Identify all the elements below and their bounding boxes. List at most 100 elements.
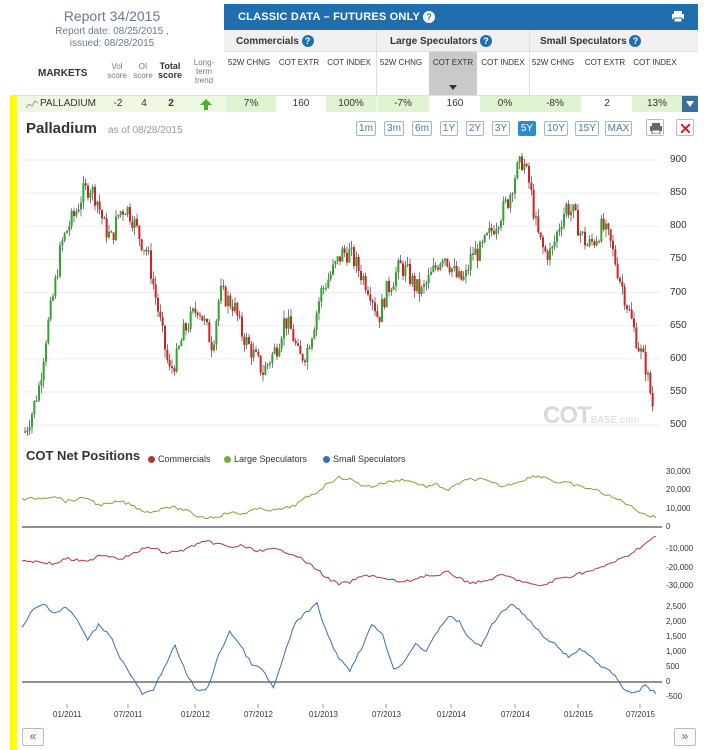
collapse-button[interactable] [682, 96, 698, 112]
candle-body [292, 329, 295, 342]
candle-body [551, 246, 554, 249]
print-icon[interactable] [672, 11, 684, 22]
candle-body [549, 248, 551, 260]
candle-body [266, 364, 269, 366]
candle-body [157, 297, 159, 312]
range-max-button[interactable]: MAX [605, 121, 632, 136]
help-icon[interactable]: ? [480, 35, 493, 47]
candle-body [264, 365, 267, 375]
candle-body [103, 218, 106, 220]
candle-body [327, 279, 330, 288]
candle-body [633, 318, 635, 328]
legend-label: Large Speculators [234, 454, 308, 464]
candle-body [521, 156, 523, 171]
candle-body [474, 248, 477, 255]
candle-body [558, 229, 561, 232]
cot-axis-label: -500 [666, 692, 683, 701]
candle-body [546, 251, 549, 260]
range-2y-button[interactable]: 2Y [466, 121, 484, 136]
range-3m-button[interactable]: 3m [384, 121, 404, 136]
range-1m-button[interactable]: 1m [356, 121, 376, 136]
selection-marker [10, 95, 17, 750]
price-axis-label: 900 [670, 154, 687, 165]
print-chart-button[interactable] [646, 119, 664, 136]
candle-body [70, 210, 73, 227]
candle-body [406, 263, 409, 266]
col-52w-chng[interactable]: 52W CHNG [227, 58, 271, 67]
candle-body [136, 218, 138, 226]
candle-body [357, 256, 360, 272]
total-score: 2 [168, 98, 174, 109]
candle-body [217, 300, 220, 321]
candle-body [420, 287, 423, 294]
help-icon[interactable]: ? [301, 35, 314, 47]
range-10y-button[interactable]: 10Y [544, 121, 568, 136]
candle-body [628, 309, 631, 311]
help-icon[interactable]: ? [423, 11, 436, 23]
group-small-speculators: Small Speculators ? [540, 35, 642, 47]
candle-body [518, 156, 521, 163]
candle-body [173, 368, 176, 372]
candle-body [322, 287, 325, 289]
candle-body [584, 231, 586, 246]
candle-body [509, 194, 512, 208]
candle-body [54, 277, 57, 297]
close-chart-button[interactable] [676, 119, 694, 136]
prev-page-button[interactable]: « [22, 728, 44, 746]
candle-body [117, 214, 120, 217]
col-cot-index[interactable]: COT INDEX [327, 58, 371, 67]
range-6m-button[interactable]: 6m [412, 121, 432, 136]
col-52w-chng[interactable]: 52W CHNG [531, 58, 575, 67]
candle-body [73, 210, 75, 216]
col-cot-extr[interactable]: COT EXTR [584, 58, 626, 67]
legend-dot [148, 456, 155, 464]
candle-body [119, 211, 122, 215]
range-1y-button[interactable]: 1Y [440, 121, 458, 136]
table-row[interactable]: PALLADIUM -2 4 2 7% 160 100% -7% 160 0% … [10, 95, 698, 112]
candle-body [313, 329, 316, 339]
col-cot-extr[interactable]: COT EXTR [278, 58, 320, 67]
cot-axis-label: 2,000 [666, 617, 687, 626]
candle-body [600, 218, 603, 242]
candle-body [647, 372, 649, 375]
range-5y-button[interactable]: 5Y [518, 121, 536, 136]
candle-body [59, 245, 61, 277]
range-15y-button[interactable]: 15Y [575, 121, 599, 136]
legend-small-speculators[interactable]: Small Speculators [323, 454, 406, 464]
candle-body [612, 240, 614, 250]
range-3y-button[interactable]: 3Y [492, 121, 510, 136]
candle-body [460, 271, 463, 280]
market-name[interactable]: PALLADIUM [40, 98, 96, 109]
next-page-button[interactable]: » [674, 728, 696, 746]
x-axis-label: 01/2015 [564, 710, 593, 719]
x-axis-label: 07/2015 [626, 710, 655, 719]
help-icon[interactable]: ? [629, 35, 642, 47]
candle-body [637, 347, 640, 352]
small-cot-extr: 2 [582, 96, 632, 112]
candle-body [399, 260, 402, 264]
candle-body [570, 211, 572, 216]
col-52w-chng[interactable]: 52W CHNG [379, 58, 423, 67]
price-axis-label: 850 [670, 187, 687, 199]
candle-body [577, 210, 579, 236]
price-axis-label: 700 [670, 286, 687, 298]
candle-body [208, 322, 211, 343]
col-cot-index[interactable]: COT INDEX [481, 58, 525, 67]
print-icon [650, 123, 662, 134]
candle-body [453, 265, 456, 269]
legend-commercials[interactable]: Commercials [148, 454, 211, 464]
col-cot-extr[interactable]: COT EXTR [432, 58, 474, 67]
candle-body [341, 248, 344, 262]
candle-body [495, 229, 498, 235]
candle-body [147, 250, 150, 252]
legend-large-speculators[interactable]: Large Speculators [224, 454, 307, 464]
candle-body [579, 232, 582, 236]
candle-body [131, 221, 134, 228]
candle-body [213, 344, 215, 351]
chart-title: Palladium [26, 120, 97, 137]
col-cot-index[interactable]: COT INDEX [633, 58, 677, 67]
long-term-trend-header: Long-term trend [193, 58, 215, 85]
candle-body [423, 284, 425, 288]
candle-body [598, 241, 600, 243]
